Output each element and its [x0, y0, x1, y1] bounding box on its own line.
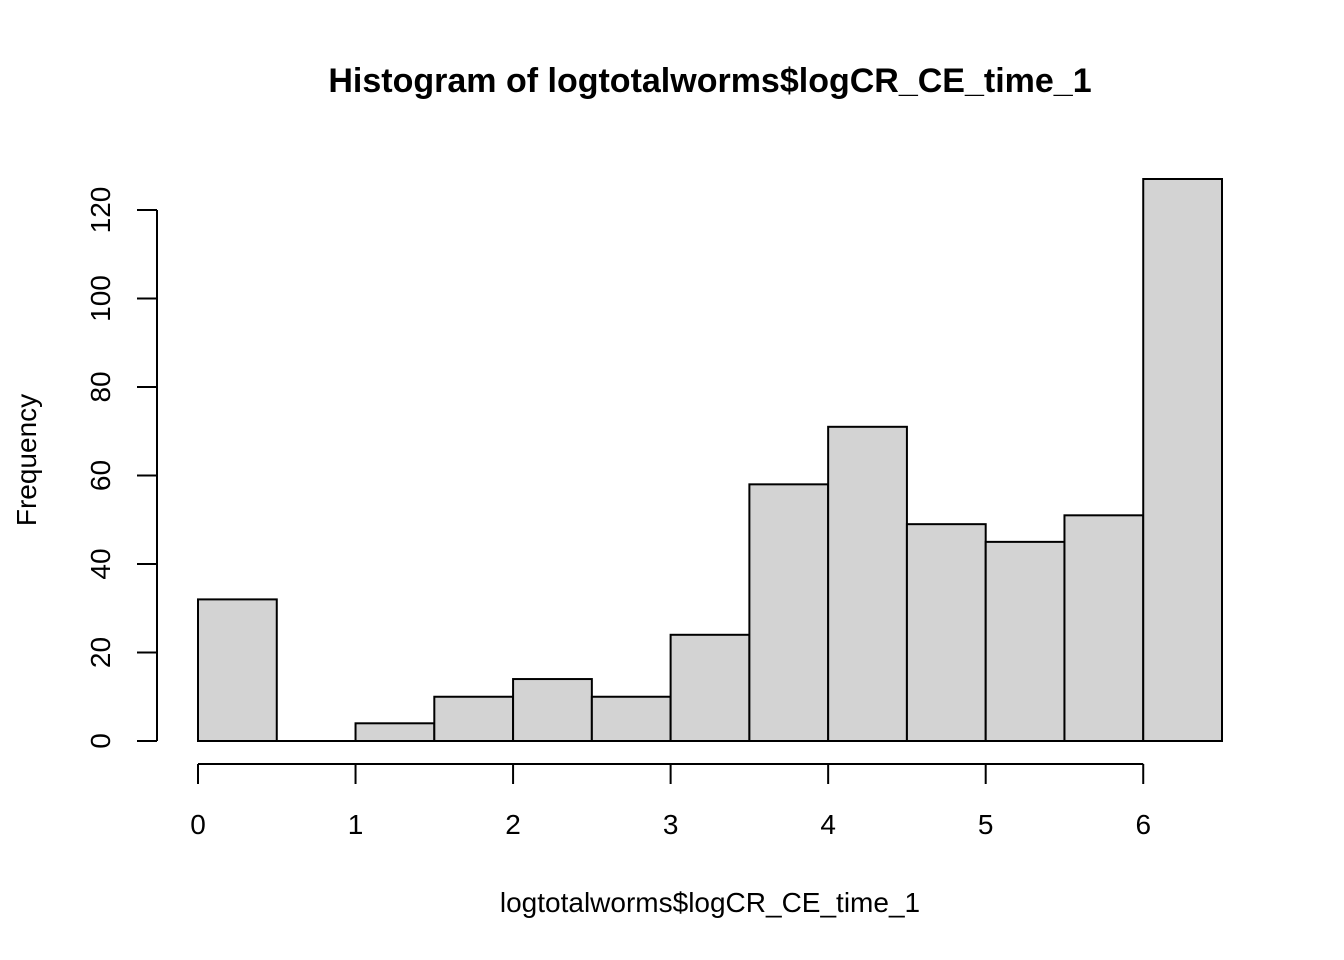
histogram-bar — [905, 523, 987, 742]
x-tick-label: 2 — [505, 809, 521, 840]
x-tick-label: 1 — [348, 809, 364, 840]
y-tick-label: 100 — [85, 275, 116, 322]
x-tick-label: 5 — [978, 809, 994, 840]
y-tick-label: 60 — [85, 460, 116, 491]
x-tick-label: 3 — [663, 809, 679, 840]
histogram-bar — [748, 483, 830, 742]
y-tick-label: 40 — [85, 548, 116, 579]
y-axis: 0 20 40 60 80 100 120 — [85, 187, 158, 749]
histogram-bar — [1063, 514, 1145, 742]
x-axis: 0 1 2 3 4 5 6 — [190, 763, 1151, 840]
bars-group — [197, 178, 1223, 743]
histogram-bar — [669, 633, 751, 743]
histogram-bar — [197, 598, 278, 742]
histogram-bar — [984, 540, 1066, 743]
x-tick-label: 0 — [190, 809, 206, 840]
x-axis-label: logtotalworms$logCR_CE_time_1 — [500, 887, 920, 918]
chart-title: Histogram of logtotalworms$logCR_CE_time… — [328, 62, 1091, 100]
y-tick-label: 20 — [85, 637, 116, 668]
histogram-bar — [590, 695, 672, 743]
histogram-bar — [354, 722, 436, 742]
y-tick-label: 0 — [85, 733, 116, 749]
histogram-bar — [512, 678, 593, 742]
x-tick-label: 4 — [820, 809, 836, 840]
y-tick-label: 80 — [85, 371, 116, 402]
y-axis-label: Frequency — [11, 394, 42, 526]
histogram-bar — [433, 695, 515, 743]
y-tick-label: 120 — [85, 187, 116, 234]
histogram-bar — [1142, 178, 1223, 742]
x-tick-label: 6 — [1135, 809, 1151, 840]
histogram-bar — [827, 425, 908, 742]
